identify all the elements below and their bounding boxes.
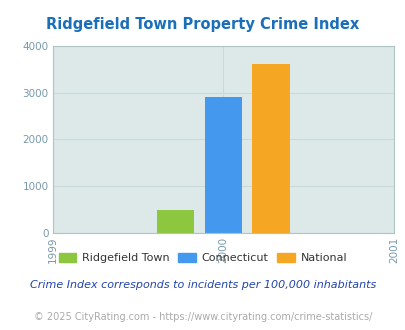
Legend: Ridgefield Town, Connecticut, National: Ridgefield Town, Connecticut, National bbox=[54, 248, 351, 268]
Text: Crime Index corresponds to incidents per 100,000 inhabitants: Crime Index corresponds to incidents per… bbox=[30, 280, 375, 290]
Text: Ridgefield Town Property Crime Index: Ridgefield Town Property Crime Index bbox=[46, 17, 359, 32]
Bar bbox=[204, 97, 241, 233]
Bar bbox=[252, 64, 289, 233]
Bar bbox=[156, 210, 194, 233]
Text: © 2025 CityRating.com - https://www.cityrating.com/crime-statistics/: © 2025 CityRating.com - https://www.city… bbox=[34, 312, 371, 322]
